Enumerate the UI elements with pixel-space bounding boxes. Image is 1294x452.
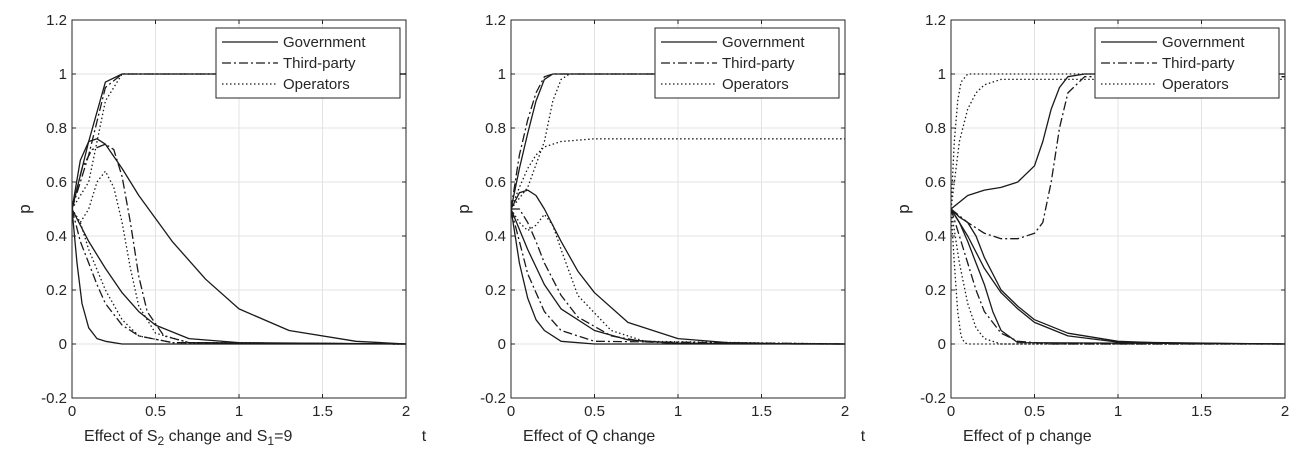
chart-1-x-tick-label: 0.5 <box>145 403 166 420</box>
chart-3-y-tick-label: 1 <box>938 66 946 83</box>
chart-1-y-tick-label: 1.2 <box>46 12 67 29</box>
chart-3-x-tick-label: 1.5 <box>1191 403 1212 420</box>
chart-2-series-line-7 <box>511 208 845 345</box>
chart-3-y-axis-label: p <box>894 204 913 213</box>
chart-3-y-tick-label: 0.4 <box>925 228 946 245</box>
chart-3-x-tick-label: 0 <box>947 403 955 420</box>
chart-3-y-tick-label: 0 <box>938 336 946 353</box>
chart-2-x-tick-label: 2 <box>841 403 849 420</box>
chart-3-x-axis-label: Effect of p change <box>963 428 1092 445</box>
chart-2-y-axis-label: p <box>454 204 473 213</box>
chart-1-y-tick-label: 0.8 <box>46 120 67 137</box>
chart-2-y-tick-label: 0.8 <box>485 120 506 137</box>
chart-1-series-line-5 <box>72 73 406 210</box>
chart-2-series-line-10 <box>511 208 845 345</box>
chart-3-series-line-3 <box>951 208 1285 345</box>
chart-1-series-line-6 <box>72 143 406 345</box>
chart-1-x-tick-label: 2 <box>402 403 410 420</box>
chart-1-series-line-4 <box>72 208 406 345</box>
chart-3-legend: Government Third-party Operators <box>1094 27 1280 99</box>
chart-2-x-tick-label: 0.5 <box>584 403 605 420</box>
chart-3-series-group <box>951 73 1285 345</box>
chart-2-x-axis-t-label: t <box>861 428 866 445</box>
chart-2-y-tick-label: 0 <box>498 336 506 353</box>
chart-2-y-tick-label: 0.4 <box>485 228 506 245</box>
chart-3-series-line-8 <box>951 78 1285 210</box>
chart-1-x-tick-label: 1 <box>235 403 243 420</box>
chart-1-series-line-2 <box>72 138 406 345</box>
chart-2-x-tick-label: 1.5 <box>751 403 772 420</box>
chart-3-series-line-5 <box>951 76 1285 240</box>
chart-3-x-tick-label: 1 <box>1114 403 1122 420</box>
chart-2-y-tick-label: -0.2 <box>480 390 506 407</box>
chart-1-legend-label: Government <box>283 34 366 51</box>
chart-1-y-tick-label: 0.2 <box>46 282 67 299</box>
chart-3-y-tick-label: -0.2 <box>920 390 946 407</box>
chart-1-y-tick-label: -0.2 <box>41 390 67 407</box>
chart-3-series-line-4 <box>951 208 1285 345</box>
chart-3-series-line-6 <box>951 208 1285 345</box>
chart-2-series-line-1 <box>511 73 845 210</box>
chart-2-x-tick-label: 0 <box>507 403 515 420</box>
chart-2-y-tick-label: 0.2 <box>485 282 506 299</box>
chart-1-x-tick-label: 0 <box>68 403 76 420</box>
chart-2-y-tick-label: 1.2 <box>485 12 506 29</box>
chart-3-y-tick-label: 1.2 <box>925 12 946 29</box>
chart-1-legend: Government Third-party Operators <box>215 27 401 99</box>
chart-2-legend-label: Government <box>722 34 805 51</box>
chart-3-legend-label: Third-party <box>1162 55 1235 72</box>
chart-2-series-line-9 <box>511 138 845 210</box>
chart-3-legend-label: Government <box>1162 34 1245 51</box>
chart-3-x-tick-label: 0.5 <box>1024 403 1045 420</box>
chart-3-x-tick-label: 2 <box>1281 403 1289 420</box>
chart-2-series-line-5 <box>511 73 845 210</box>
chart-1-y-axis-label: p <box>15 204 34 213</box>
chart-1-series-line-9 <box>72 170 406 345</box>
chart-3-series-line-10 <box>951 208 1285 345</box>
chart-1-series-line-3 <box>72 208 406 345</box>
chart-2-y-tick-label: 1 <box>498 66 506 83</box>
chart-1-y-tick-label: 0.4 <box>46 228 67 245</box>
chart-1-y-tick-label: 0 <box>59 336 67 353</box>
chart-2-legend-label: Operators <box>722 76 789 93</box>
chart-2-series-group <box>511 73 845 345</box>
chart-1-legend-label: Operators <box>283 76 350 93</box>
chart-1-series-line-7 <box>72 208 406 345</box>
chart-3-y-tick-label: 0.6 <box>925 174 946 191</box>
chart-3-y-tick-label: 0.8 <box>925 120 946 137</box>
chart-3-y-tick-label: 0.2 <box>925 282 946 299</box>
chart-3-series-line-1 <box>951 73 1285 210</box>
chart-1-legend-label: Third-party <box>283 55 356 72</box>
chart-1-series-line-10 <box>72 208 406 345</box>
chart-1-y-tick-label: 1 <box>59 66 67 83</box>
chart-1-series-group <box>72 73 406 345</box>
chart-2-series-line-4 <box>511 208 845 345</box>
chart-1-y-tick-label: 0.6 <box>46 174 67 191</box>
chart-1-x-axis-label: Effect of S2 change and S1=9 <box>84 428 292 448</box>
chart-3-legend-label: Operators <box>1162 76 1229 93</box>
chart-2-series-line-6 <box>511 208 845 345</box>
chart-2-y-tick-label: 0.6 <box>485 174 506 191</box>
chart-2-x-axis-label: Effect of Q change <box>523 428 655 445</box>
chart-2-x-tick-label: 1 <box>674 403 682 420</box>
chart-1-x-tick-label: 1.5 <box>312 403 333 420</box>
chart-2-legend-label: Third-party <box>722 55 795 72</box>
chart-1-x-axis-t-label: t <box>422 428 427 445</box>
chart-2-legend: Government Third-party Operators <box>654 27 840 99</box>
